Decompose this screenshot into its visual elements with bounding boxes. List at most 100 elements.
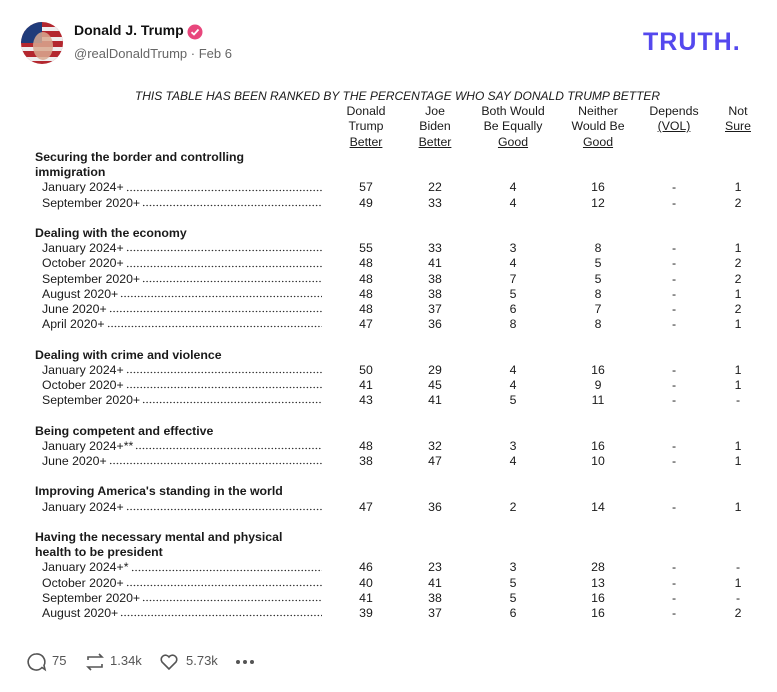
cell: 6 [509, 606, 517, 620]
row-label: January 2024+ [42, 180, 322, 195]
row-label-text: September 2020+ [42, 590, 141, 605]
cell: 1 [734, 378, 742, 392]
dot-leader [108, 454, 322, 466]
column-header-line: Both Would [481, 104, 545, 118]
avatar[interactable] [20, 21, 64, 65]
dot-leader [142, 195, 322, 207]
dot-leader [142, 393, 322, 405]
cell: 1 [734, 317, 742, 332]
column-header: Both Would Be Equally Good [468, 104, 558, 150]
cell: - [671, 195, 677, 210]
column-header-line: Good [582, 134, 614, 149]
dot-leader [125, 256, 322, 268]
row-label: September 2020+ [42, 393, 322, 408]
column-header-line: Be Equally [483, 119, 543, 134]
row-label-text: June 2020+ [42, 454, 107, 468]
cell: 48 [359, 438, 373, 453]
repost-icon[interactable] [86, 653, 104, 671]
cell: - [671, 286, 677, 301]
row-label: January 2024+** [42, 438, 322, 454]
cell: 43 [359, 393, 373, 408]
cell: - [671, 606, 677, 620]
cell: 16 [591, 590, 605, 605]
column-header-line: Donald [346, 104, 386, 118]
table-title: THIS TABLE HAS BEEN RANKED BY THE PERCEN… [134, 89, 661, 103]
cell: 1 [734, 438, 742, 453]
cell: 49 [359, 195, 373, 210]
column-header: Neither Would Be Good [553, 104, 643, 150]
column-header-line: Better [418, 134, 452, 149]
row-label: January 2024+ [42, 241, 322, 256]
cell: 38 [428, 286, 442, 301]
cell: 8 [594, 317, 602, 332]
cell: 16 [591, 606, 605, 620]
cell: 33 [428, 195, 442, 210]
cell: 6 [509, 302, 517, 316]
column-header-line: (VOL) [657, 119, 691, 134]
handle[interactable]: @realDonaldTrump [74, 46, 188, 61]
user-name[interactable]: Donald J. Trump [74, 22, 184, 38]
cell: 2 [734, 606, 742, 620]
dot-leader [142, 590, 322, 602]
column-header: Depends (VOL) [629, 104, 719, 135]
cell: 37 [428, 302, 442, 316]
row-label: September 2020+ [42, 271, 322, 287]
column-header: Not Sure [693, 104, 777, 135]
dot-leader [120, 286, 322, 298]
row-label: September 2020+ [42, 195, 322, 211]
dot-leader [130, 560, 322, 572]
dot-leader [108, 302, 322, 314]
cell: 7 [509, 271, 517, 286]
like-count: 5.73k [186, 653, 218, 668]
row-label-text: January 2024+ [42, 241, 124, 256]
cell: 33 [428, 241, 442, 256]
reply-icon[interactable] [27, 653, 47, 672]
section-title: Dealing with the economy [35, 226, 187, 240]
cell: 41 [359, 590, 373, 605]
cell: 36 [428, 499, 442, 514]
cell: 7 [594, 302, 602, 316]
cell: 50 [359, 362, 373, 377]
cell: 41 [428, 393, 442, 408]
like-icon[interactable] [160, 654, 178, 671]
row-label-text: January 2024+ [42, 180, 124, 195]
cell: 8 [594, 241, 602, 256]
dot-leader [125, 362, 322, 374]
row-label-text: October 2020+ [42, 256, 124, 271]
cell: 48 [359, 256, 373, 271]
row-label: January 2024+* [42, 560, 322, 575]
cell: 5 [509, 393, 517, 408]
cell: 11 [591, 393, 605, 408]
cell: 9 [594, 378, 602, 392]
cell: 57 [359, 180, 373, 195]
cell: 41 [359, 378, 373, 392]
cell: 45 [428, 378, 442, 392]
column-header: Donald Trump Better [321, 104, 411, 150]
cell: 3 [509, 241, 517, 256]
cell: 1 [734, 241, 742, 256]
dot-leader [125, 499, 322, 511]
section-title: Securing the border and controlling immi… [35, 150, 245, 180]
row-label-text: January 2024+* [42, 560, 129, 575]
cell: 4 [509, 256, 517, 271]
cell: 2 [734, 302, 742, 316]
more-icon[interactable] [236, 660, 254, 664]
section-title: Having the necessary mental and physical… [35, 530, 283, 560]
cell: 38 [428, 590, 442, 605]
cell: 12 [591, 195, 605, 210]
cell: 16 [591, 362, 605, 377]
dot-leader [142, 271, 322, 283]
dot-leader [125, 180, 322, 192]
row-label: October 2020+ [42, 575, 322, 591]
post-date[interactable]: Feb 6 [198, 46, 232, 61]
logo[interactable]: TRUTH. [643, 28, 741, 56]
section-title: Being competent and effective [35, 423, 214, 438]
verified-badge [187, 24, 203, 40]
column-header-line: Biden [419, 119, 451, 134]
cell: 4 [509, 378, 517, 392]
cell: 10 [591, 454, 605, 468]
row-label-text: January 2024+ [42, 362, 124, 377]
cell: 3 [509, 560, 517, 575]
cell: 47 [428, 454, 442, 468]
